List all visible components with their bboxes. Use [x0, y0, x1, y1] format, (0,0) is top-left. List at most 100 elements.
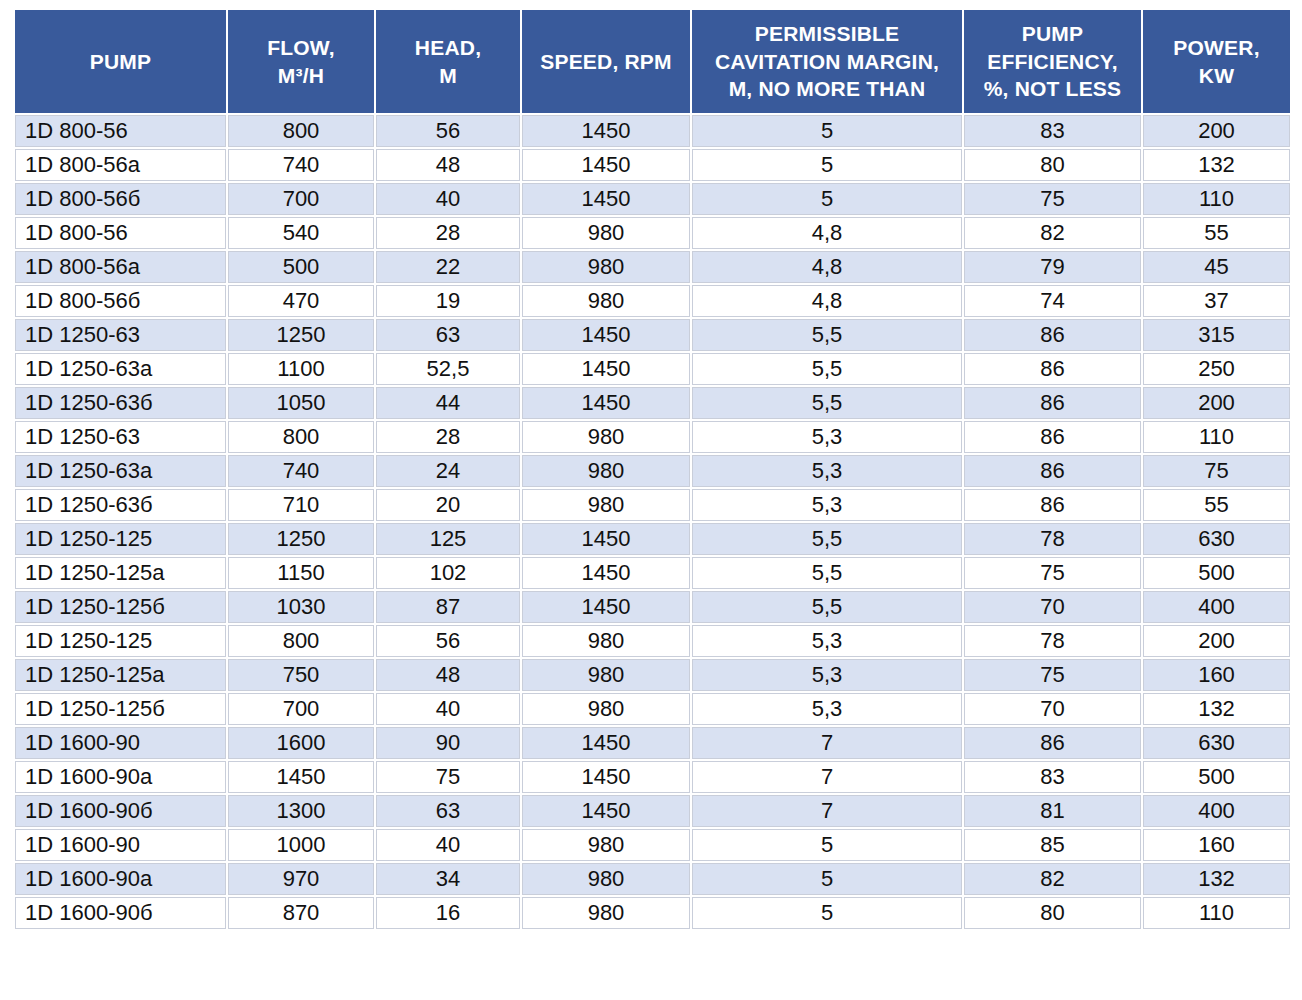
cell-head: 56 [376, 625, 520, 657]
table-row: 1D 800-56a500229804,87945 [15, 251, 1290, 283]
cell-efficiency: 80 [964, 149, 1141, 181]
cell-power: 160 [1143, 659, 1290, 691]
table-row: 1D 1600-90100040980585160 [15, 829, 1290, 861]
cell-speed: 1450 [522, 149, 690, 181]
cell-flow: 1250 [228, 523, 374, 555]
cell-speed: 980 [522, 693, 690, 725]
cell-flow: 1300 [228, 795, 374, 827]
cell-efficiency: 83 [964, 115, 1141, 147]
cell-pump: 1D 1600-90a [15, 863, 226, 895]
cell-speed: 1450 [522, 115, 690, 147]
cell-head: 48 [376, 149, 520, 181]
cell-speed: 1450 [522, 319, 690, 351]
header-row: PUMP FLOW, M³/H HEAD, M SPEED, RPM PERMI… [15, 10, 1290, 113]
cell-power: 400 [1143, 591, 1290, 623]
cell-pump: 1D 800-56б [15, 183, 226, 215]
table-row: 1D 1600-90a1450751450783500 [15, 761, 1290, 793]
cell-speed: 980 [522, 251, 690, 283]
cell-cavitation: 5 [692, 149, 962, 181]
cell-cavitation: 5 [692, 183, 962, 215]
cell-cavitation: 5,3 [692, 421, 962, 453]
cell-flow: 1100 [228, 353, 374, 385]
cell-pump: 1D 1250-125б [15, 591, 226, 623]
cell-head: 87 [376, 591, 520, 623]
cell-speed: 1450 [522, 523, 690, 555]
cell-flow: 800 [228, 115, 374, 147]
table-row: 1D 1250-63б710209805,38655 [15, 489, 1290, 521]
table-body: 1D 800-568005614505832001D 800-56a740481… [15, 115, 1290, 929]
cell-speed: 980 [522, 659, 690, 691]
cell-head: 16 [376, 897, 520, 929]
cell-cavitation: 5,5 [692, 557, 962, 589]
cell-efficiency: 86 [964, 319, 1141, 351]
cell-pump: 1D 800-56 [15, 217, 226, 249]
cell-pump: 1D 1600-90б [15, 795, 226, 827]
table-row: 1D 1600-90a97034980582132 [15, 863, 1290, 895]
cell-power: 132 [1143, 693, 1290, 725]
table-row: 1D 1600-901600901450786630 [15, 727, 1290, 759]
cell-power: 110 [1143, 183, 1290, 215]
cell-power: 110 [1143, 421, 1290, 453]
cell-pump: 1D 1600-90a [15, 761, 226, 793]
table-header: PUMP FLOW, M³/H HEAD, M SPEED, RPM PERMI… [15, 10, 1290, 113]
table-row: 1D 1250-63a740249805,38675 [15, 455, 1290, 487]
cell-pump: 1D 1250-125a [15, 557, 226, 589]
cell-cavitation: 4,8 [692, 217, 962, 249]
cell-power: 132 [1143, 149, 1290, 181]
cell-pump: 1D 1250-63 [15, 421, 226, 453]
table-row: 1D 1250-125800569805,378200 [15, 625, 1290, 657]
cell-flow: 1150 [228, 557, 374, 589]
cell-head: 22 [376, 251, 520, 283]
cell-power: 200 [1143, 115, 1290, 147]
cell-pump: 1D 1600-90 [15, 829, 226, 861]
cell-power: 315 [1143, 319, 1290, 351]
table-row: 1D 1250-125a750489805,375160 [15, 659, 1290, 691]
cell-speed: 980 [522, 455, 690, 487]
cell-head: 19 [376, 285, 520, 317]
cell-speed: 1450 [522, 353, 690, 385]
header-efficiency: PUMP EFFICIENCY, %, NOT LESS [964, 10, 1141, 113]
cell-flow: 970 [228, 863, 374, 895]
cell-pump: 1D 1250-63a [15, 455, 226, 487]
cell-head: 20 [376, 489, 520, 521]
cell-efficiency: 78 [964, 625, 1141, 657]
cell-efficiency: 86 [964, 455, 1141, 487]
cell-cavitation: 5 [692, 829, 962, 861]
table-row: 1D 1250-6312506314505,586315 [15, 319, 1290, 351]
cell-flow: 740 [228, 455, 374, 487]
cell-speed: 980 [522, 489, 690, 521]
table-row: 1D 800-56б470199804,87437 [15, 285, 1290, 317]
cell-efficiency: 79 [964, 251, 1141, 283]
table-row: 1D 800-56б700401450575110 [15, 183, 1290, 215]
cell-power: 400 [1143, 795, 1290, 827]
cell-head: 52,5 [376, 353, 520, 385]
header-speed: SPEED, RPM [522, 10, 690, 113]
cell-flow: 750 [228, 659, 374, 691]
cell-flow: 700 [228, 693, 374, 725]
cell-speed: 1450 [522, 795, 690, 827]
cell-cavitation: 5,5 [692, 387, 962, 419]
cell-pump: 1D 1250-125 [15, 625, 226, 657]
cell-head: 48 [376, 659, 520, 691]
table-row: 1D 1250-63б10504414505,586200 [15, 387, 1290, 419]
cell-efficiency: 70 [964, 693, 1141, 725]
cell-head: 75 [376, 761, 520, 793]
cell-head: 90 [376, 727, 520, 759]
cell-efficiency: 83 [964, 761, 1141, 793]
cell-flow: 540 [228, 217, 374, 249]
cell-speed: 980 [522, 897, 690, 929]
cell-power: 200 [1143, 387, 1290, 419]
cell-efficiency: 75 [964, 183, 1141, 215]
cell-cavitation: 5 [692, 863, 962, 895]
cell-flow: 1600 [228, 727, 374, 759]
cell-pump: 1D 800-56б [15, 285, 226, 317]
cell-cavitation: 7 [692, 795, 962, 827]
cell-cavitation: 5,3 [692, 489, 962, 521]
cell-head: 28 [376, 217, 520, 249]
cell-efficiency: 75 [964, 557, 1141, 589]
table-row: 1D 1250-63a110052,514505,586250 [15, 353, 1290, 385]
cell-power: 37 [1143, 285, 1290, 317]
cell-head: 56 [376, 115, 520, 147]
cell-flow: 800 [228, 625, 374, 657]
cell-flow: 1450 [228, 761, 374, 793]
